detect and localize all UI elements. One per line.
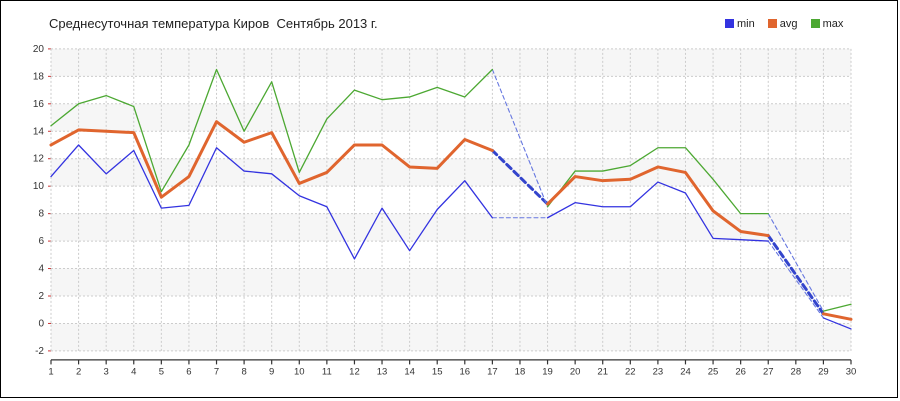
svg-text:-2: -2 xyxy=(35,346,44,357)
svg-text:16: 16 xyxy=(33,99,45,110)
svg-text:28: 28 xyxy=(791,366,802,377)
svg-text:14: 14 xyxy=(404,366,415,377)
svg-text:6: 6 xyxy=(38,236,44,247)
svg-text:10: 10 xyxy=(294,366,305,377)
svg-text:16: 16 xyxy=(460,366,471,377)
svg-text:21: 21 xyxy=(597,366,608,377)
svg-text:18: 18 xyxy=(33,71,45,82)
svg-text:26: 26 xyxy=(735,366,746,377)
svg-text:25: 25 xyxy=(708,366,719,377)
svg-text:8: 8 xyxy=(241,366,246,377)
svg-text:7: 7 xyxy=(214,366,219,377)
svg-text:17: 17 xyxy=(487,366,498,377)
svg-text:0: 0 xyxy=(38,318,44,329)
svg-text:30: 30 xyxy=(846,366,857,377)
svg-text:15: 15 xyxy=(432,366,443,377)
svg-text:19: 19 xyxy=(542,366,553,377)
svg-text:24: 24 xyxy=(680,366,691,377)
svg-text:2: 2 xyxy=(38,291,44,302)
svg-text:3: 3 xyxy=(104,366,109,377)
svg-text:20: 20 xyxy=(33,44,45,55)
svg-text:5: 5 xyxy=(159,366,164,377)
svg-text:6: 6 xyxy=(186,366,191,377)
svg-text:22: 22 xyxy=(625,366,636,377)
svg-text:13: 13 xyxy=(377,366,388,377)
svg-text:20: 20 xyxy=(570,366,581,377)
svg-text:2: 2 xyxy=(76,366,81,377)
svg-text:14: 14 xyxy=(33,126,45,137)
svg-text:10: 10 xyxy=(33,181,45,192)
svg-text:9: 9 xyxy=(269,366,274,377)
svg-text:27: 27 xyxy=(763,366,774,377)
svg-text:29: 29 xyxy=(818,366,829,377)
svg-text:11: 11 xyxy=(322,366,332,377)
svg-text:1: 1 xyxy=(48,366,53,377)
svg-text:8: 8 xyxy=(38,209,44,220)
svg-text:12: 12 xyxy=(33,154,45,165)
svg-text:4: 4 xyxy=(131,366,136,377)
svg-text:12: 12 xyxy=(349,366,360,377)
svg-text:18: 18 xyxy=(515,366,526,377)
svg-text:4: 4 xyxy=(38,264,44,275)
svg-text:23: 23 xyxy=(653,366,664,377)
